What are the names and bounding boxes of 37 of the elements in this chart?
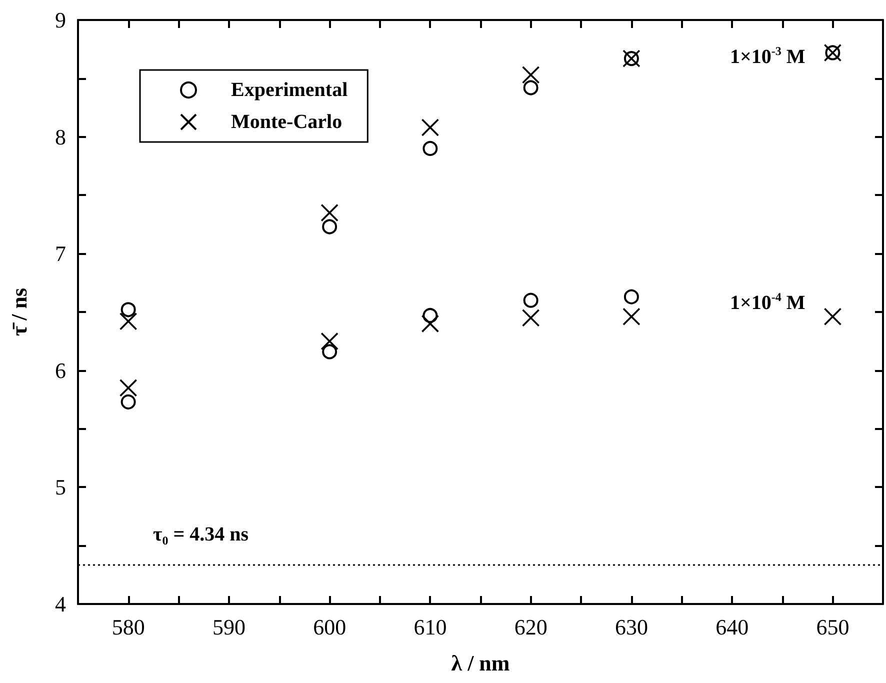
legend-label: Experimental (231, 79, 348, 101)
x-axis-title: λ / nm (451, 650, 510, 676)
x-tick-label: 620 (514, 614, 548, 640)
point (120, 302, 136, 318)
y-tick-label: 4 (55, 592, 66, 616)
legend-label: Monte-Carlo (231, 111, 342, 133)
point (622, 308, 640, 326)
point (119, 379, 138, 397)
y-tick-label: 9 (55, 8, 66, 32)
point (322, 344, 338, 360)
x-tick-label: 590 (212, 614, 246, 640)
point (523, 80, 538, 96)
point (421, 314, 440, 333)
point (624, 289, 639, 304)
x-tick-label: 580 (112, 614, 145, 640)
point (320, 204, 338, 222)
point (522, 308, 540, 327)
point (421, 118, 440, 136)
point (824, 308, 842, 326)
y-tick-label: 6 (55, 358, 66, 383)
point (322, 219, 338, 234)
point (120, 394, 136, 410)
ref-line-label: τ₀ = 4.34 ns (153, 523, 249, 546)
x-tick-label: 630 (614, 614, 648, 640)
y-tick-label: 5 (55, 474, 66, 500)
point (320, 332, 338, 350)
y-tick-label: 8 (55, 124, 66, 150)
point (522, 66, 540, 84)
x-tick-label: 650 (816, 614, 850, 640)
point (422, 140, 438, 156)
x-tick-label: 610 (414, 614, 447, 640)
y-axis-title: τ̄ / ns (6, 288, 32, 336)
x-tick-label: 600 (313, 614, 346, 640)
y-tick-label: 7 (55, 241, 66, 266)
point (523, 292, 538, 308)
point (119, 312, 138, 330)
x-tick-label: 640 (716, 614, 749, 640)
